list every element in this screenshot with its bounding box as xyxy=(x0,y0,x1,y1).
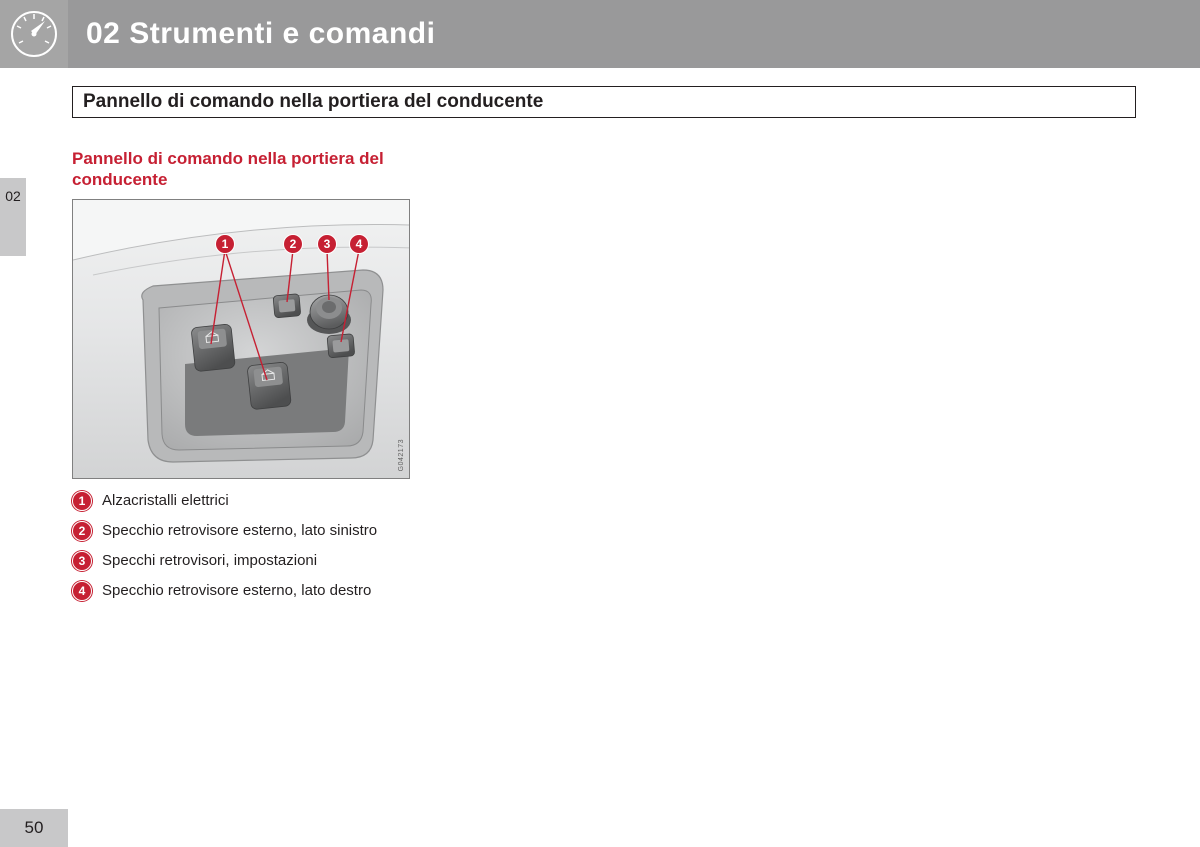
legend-num: 4 xyxy=(79,584,86,598)
legend-num: 3 xyxy=(79,554,86,568)
legend-num: 2 xyxy=(79,524,86,538)
title-bar: 02 Strumenti e comandi xyxy=(68,0,1200,68)
sub-heading: Pannello di comando nella portiera del c… xyxy=(72,148,432,191)
legend-text: Specchio retrovisore esterno, lato destr… xyxy=(102,582,371,599)
chapter-icon-box xyxy=(0,0,68,68)
gauge-icon xyxy=(9,9,59,59)
legend-badge-4: 4 xyxy=(72,581,92,601)
legend-text: Specchio retrovisore esterno, lato sinis… xyxy=(102,522,377,539)
figure-code: G042173 xyxy=(398,439,405,471)
figure-callout-3: 3 xyxy=(317,234,337,254)
callout-num: 1 xyxy=(222,237,229,251)
callout-num: 4 xyxy=(356,237,363,251)
legend-text: Alzacristalli elettrici xyxy=(102,492,229,509)
legend-badge-2: 2 xyxy=(72,521,92,541)
legend-item: 3 Specchi retrovisori, impostazioni xyxy=(72,551,432,571)
content-column: Pannello di comando nella portiera del c… xyxy=(72,148,432,611)
side-tab-label: 02 xyxy=(5,188,21,204)
chapter-side-tab: 02 xyxy=(0,178,26,256)
page-number: 50 xyxy=(25,818,44,838)
chapter-title: 02 Strumenti e comandi xyxy=(86,17,435,51)
page-number-box: 50 xyxy=(0,809,68,847)
figure-legend: 1 Alzacristalli elettrici 2 Specchio ret… xyxy=(72,491,432,601)
figure-callout-1: 1 xyxy=(215,234,235,254)
callout-num: 2 xyxy=(290,237,297,251)
callout-num: 3 xyxy=(324,237,331,251)
figure-callout-2: 2 xyxy=(283,234,303,254)
figure: 1 2 3 4 G042173 xyxy=(72,199,410,479)
legend-text: Specchi retrovisori, impostazioni xyxy=(102,552,317,569)
legend-item: 2 Specchio retrovisore esterno, lato sin… xyxy=(72,521,432,541)
legend-item: 1 Alzacristalli elettrici xyxy=(72,491,432,511)
legend-badge-1: 1 xyxy=(72,491,92,511)
legend-badge-3: 3 xyxy=(72,551,92,571)
section-heading-box: Pannello di comando nella portiera del c… xyxy=(72,86,1136,118)
legend-item: 4 Specchio retrovisore esterno, lato des… xyxy=(72,581,432,601)
section-heading: Pannello di comando nella portiera del c… xyxy=(83,91,543,112)
figure-callout-4: 4 xyxy=(349,234,369,254)
legend-num: 1 xyxy=(79,494,86,508)
